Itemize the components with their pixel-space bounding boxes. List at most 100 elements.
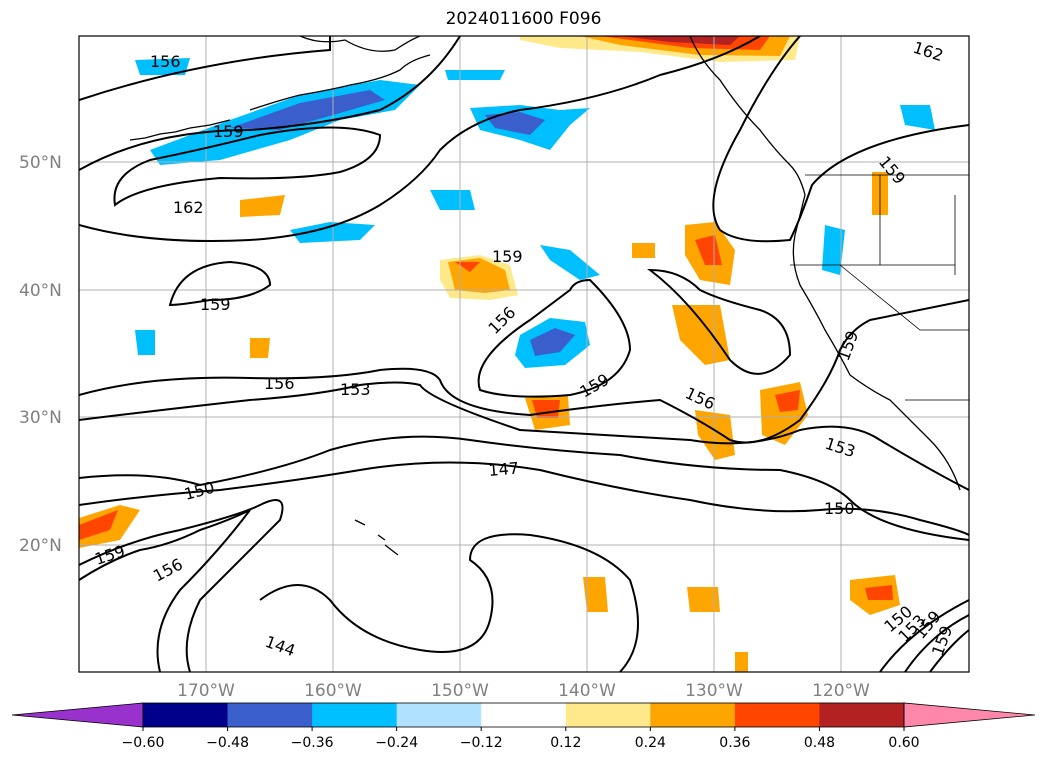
- contour-159-southwest: [79, 509, 251, 672]
- contour-label: 159: [200, 295, 231, 314]
- coast-alaska: [249, 36, 431, 111]
- map-frame: [78, 35, 970, 673]
- shade-negative-small-7: [900, 105, 935, 130]
- contour-label: 159: [577, 370, 613, 402]
- contour-159-north: [79, 36, 461, 171]
- colorbar-tick-label: −0.24: [375, 735, 418, 751]
- shade-negative-small-5: [135, 330, 155, 355]
- lon-label: 170°W: [177, 681, 235, 701]
- colorbar-extend-min: [11, 702, 144, 728]
- colorbar-segment: [819, 703, 905, 727]
- contour-label: 159: [492, 247, 523, 266]
- coast-hawaii: [354, 519, 399, 556]
- shade-negative-subtropic-core: [530, 328, 575, 356]
- shade-positive-4-core: [775, 390, 800, 412]
- shade-positive-9: [240, 195, 285, 217]
- colorbar-tick-label: 0.36: [719, 735, 750, 751]
- contour-label: 159: [834, 328, 862, 363]
- shade-negative-gulf-core: [230, 90, 385, 130]
- shade-negative-small-4: [822, 225, 845, 275]
- shade-positive-5: [695, 410, 735, 460]
- contour-label: 156: [264, 374, 295, 393]
- colorbar-tick-label: 0.24: [635, 735, 666, 751]
- contour-label: 153: [340, 380, 371, 399]
- latitude-labels: 50°N 40°N 30°N 20°N: [19, 153, 62, 556]
- lat-label: 50°N: [19, 153, 62, 173]
- contour-label: 147: [488, 458, 520, 480]
- contour-144: [259, 533, 639, 672]
- colorbar-extend-max: [903, 702, 1036, 728]
- contour-label: 162: [173, 198, 204, 217]
- colorbar-tick-label: 0.12: [550, 735, 581, 751]
- contour-162-closed: [113, 126, 382, 207]
- contour-layer: [79, 36, 969, 672]
- shade-positive-north-dark: [620, 36, 740, 45]
- contour-label: 156: [150, 554, 186, 585]
- contour-label: 153: [823, 434, 858, 462]
- colorbar-tick-label: 0.48: [804, 735, 835, 751]
- colorbar-segment: [481, 703, 567, 727]
- shade-negative-small-1: [135, 58, 190, 75]
- coast-west: [792, 234, 961, 491]
- colorbar-tick-label: −0.48: [206, 735, 249, 751]
- colorbar-tick-label: −0.12: [460, 735, 503, 751]
- contour-162-north: [79, 36, 331, 101]
- contour-label: 159: [213, 122, 244, 141]
- colorbar-segment: [396, 703, 482, 727]
- coast-aleutians: [129, 119, 231, 141]
- contour-153: [79, 381, 969, 491]
- longitude-labels: 170°W 160°W 150°W 140°W 130°W 120°W: [177, 681, 870, 701]
- lat-label: 30°N: [19, 408, 62, 428]
- colorbar-segment: [143, 703, 229, 727]
- colorbar-ticks: −0.60 −0.48 −0.36 −0.24 −0.12 0.12 0.24 0.36 0.4…: [122, 727, 920, 751]
- lon-label: 120°W: [812, 681, 870, 701]
- contour-label: 156: [150, 52, 181, 71]
- colorbar-segment: [312, 703, 398, 727]
- contour-156-east: [712, 36, 969, 243]
- colorbar-segment: [734, 703, 820, 727]
- shade-positive-11: [687, 587, 720, 612]
- border-layer: [790, 174, 969, 401]
- contour-156-loop: [477, 278, 632, 398]
- lon-label: 130°W: [685, 681, 743, 701]
- contour-label: 150: [824, 499, 855, 518]
- contour-159-closed-east: [646, 268, 792, 375]
- colorbar-tick-label: 0.60: [888, 735, 919, 751]
- contour-150-southeast: [879, 599, 969, 672]
- shade-positive-15: [735, 652, 748, 672]
- colorbar-segment: [565, 703, 651, 727]
- lon-label: 150°W: [431, 681, 489, 701]
- lat-label: 40°N: [19, 281, 62, 301]
- shade-positive-14: [250, 338, 270, 358]
- colorbar-segment: [650, 703, 736, 727]
- colorbar-tick-label: −0.60: [122, 735, 165, 751]
- shade-negative-small-6: [430, 190, 475, 210]
- contour-156-main: [79, 299, 969, 444]
- map-title: 2024011600 F096: [445, 9, 602, 29]
- coast-northwest: [689, 36, 806, 236]
- shade-positive-1-inner: [455, 262, 480, 272]
- contour-153-southeast: [904, 614, 969, 672]
- border-states: [790, 175, 969, 401]
- shade-negative-small-3: [540, 245, 600, 280]
- shading-layer: [79, 36, 935, 672]
- lon-label: 140°W: [558, 681, 616, 701]
- shade-positive-7-core: [865, 585, 893, 600]
- colorbar: [11, 702, 1036, 728]
- colorbar-segment: [227, 703, 313, 727]
- coastline-layer: [129, 36, 961, 556]
- shade-positive-2-core: [695, 235, 722, 265]
- contour-159-southeast: [929, 629, 969, 672]
- lon-label: 160°W: [304, 681, 362, 701]
- shade-positive-13: [632, 243, 655, 258]
- shade-negative-central-core: [485, 112, 545, 135]
- lat-label: 20°N: [19, 536, 62, 556]
- contour-label: 144: [263, 632, 298, 660]
- contour-159-mid: [79, 36, 761, 242]
- contour-147: [79, 461, 969, 536]
- contour-150: [79, 435, 969, 541]
- shade-positive-10: [583, 577, 608, 612]
- colorbar-frame: [142, 702, 905, 728]
- contour-159-closed: [168, 260, 272, 307]
